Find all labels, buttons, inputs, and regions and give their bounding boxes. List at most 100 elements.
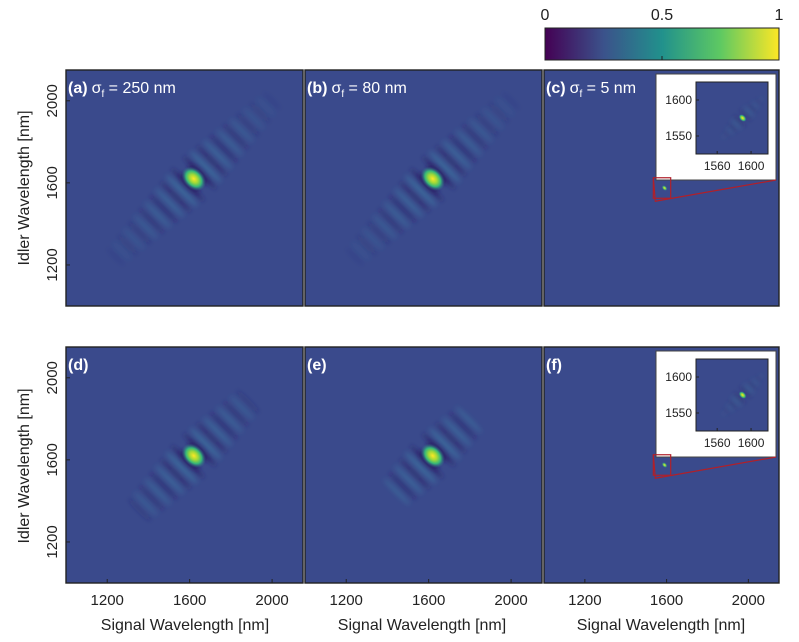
fringe-stripe xyxy=(740,109,752,121)
x-tick-label: 1200 xyxy=(91,592,124,609)
fringe-stripe xyxy=(462,124,488,150)
interference-fringes xyxy=(345,91,520,266)
fringe-stripe xyxy=(144,478,171,506)
fringe-stripe xyxy=(236,113,260,137)
fringe-stripe xyxy=(263,91,281,110)
fringe-stripe xyxy=(106,248,125,266)
fringe-stripe xyxy=(733,115,746,127)
fringe-stripe xyxy=(351,241,371,261)
fringe-stripe xyxy=(209,134,238,163)
fringe-stripe xyxy=(361,228,384,250)
inset-x-tick-label: 1600 xyxy=(738,159,765,173)
inset-x-tick-label: 1560 xyxy=(704,159,731,173)
fringe-stripe xyxy=(731,396,742,407)
fringe-stripe xyxy=(383,478,410,506)
interference-fringes xyxy=(128,390,260,522)
fringe-stripe xyxy=(755,99,762,106)
fringe-stripe xyxy=(122,228,145,250)
fringe-stripe xyxy=(743,383,754,394)
fringe-stripe xyxy=(216,129,244,156)
fringe-stripe xyxy=(149,194,178,223)
fringe-stripe xyxy=(743,106,754,117)
fringe-stripe xyxy=(196,145,227,176)
zoom-region-box xyxy=(652,177,672,199)
inset-x-tick-label: 1600 xyxy=(738,436,765,450)
inset-fringes xyxy=(721,373,765,417)
fringe-stripe xyxy=(482,107,504,130)
panel-label: (f) xyxy=(546,357,562,374)
colorbar: 0 0.5 1 xyxy=(541,7,784,61)
fringe-stripe xyxy=(455,129,483,156)
heatmap-background xyxy=(66,347,303,583)
fringe-stripe xyxy=(112,241,132,261)
fringe-stripe xyxy=(196,422,227,453)
y-tick-label: 2000 xyxy=(44,361,61,394)
fringe-stripe xyxy=(759,96,765,102)
fringe-stripe xyxy=(223,124,249,150)
peak-spot xyxy=(420,166,445,191)
inset-y-tick-label: 1550 xyxy=(665,406,692,420)
fringe-stripe xyxy=(203,417,233,447)
fringe-stripe xyxy=(236,390,260,414)
y-tick-label: 1200 xyxy=(44,525,61,558)
panel-a: (a) σf = 250 nm 1200 1600 2000 xyxy=(44,69,304,307)
fringe-stripe xyxy=(428,427,461,460)
y-tick-label: 1600 xyxy=(44,166,61,199)
peak-spot xyxy=(181,166,206,191)
fringe-stripe xyxy=(256,97,276,117)
fringe-stripe xyxy=(442,417,472,447)
panel-frame xyxy=(543,69,780,307)
inset-peak xyxy=(738,114,747,122)
fringe-stripe xyxy=(155,465,185,495)
x-tick-label: 1200 xyxy=(330,592,363,609)
fringe-stripe xyxy=(726,127,734,135)
fringe-stripe xyxy=(475,113,499,137)
correlation-peak xyxy=(661,462,668,468)
peak-spot xyxy=(661,185,668,191)
panel-frame xyxy=(304,346,543,584)
fringe-stripe xyxy=(733,392,746,404)
y-axis-label-bottom: Idler Wavelength [nm] xyxy=(16,388,33,543)
panel-d: (d) 1200 1600 2000 1200 1600 2000 xyxy=(44,346,304,609)
fringe-stripe xyxy=(388,471,417,500)
correlation-peak xyxy=(418,164,447,193)
fringe-stripe xyxy=(723,407,730,414)
fringe-stripe xyxy=(128,498,152,522)
x-tick-label: 1600 xyxy=(412,592,445,609)
x-tick-label: 1200 xyxy=(568,592,601,609)
x-tick-label: 2000 xyxy=(255,592,288,609)
panel-e: (e) 1200 1600 2000 xyxy=(304,346,543,609)
fringe-stripe xyxy=(728,123,738,132)
fringe-stripe xyxy=(165,174,198,207)
y-axis-label-top: Idler Wavelength [nm] xyxy=(16,110,33,265)
heatmap-background xyxy=(305,347,542,583)
peak-spot xyxy=(738,114,747,122)
panel-frame xyxy=(65,69,304,307)
fringe-stripe xyxy=(721,411,726,417)
fringe-stripe xyxy=(133,214,158,239)
fringe-stripe xyxy=(388,194,417,223)
fringe-stripe xyxy=(747,381,757,390)
fringe-stripe xyxy=(455,406,483,433)
fringe-stripe xyxy=(442,140,472,170)
heatmap-background xyxy=(305,70,542,306)
peak-spot xyxy=(738,391,747,399)
zoom-region-box xyxy=(652,454,672,476)
fringe-stripe xyxy=(128,221,152,245)
fringe-stripe xyxy=(383,201,410,229)
panel-frame xyxy=(65,346,304,584)
panel-c: (c) σf = 5 nm 1560 1600 1550 1600 xyxy=(543,69,780,307)
colorbar-tick-label: 1 xyxy=(775,7,784,24)
fringe-stripe xyxy=(155,188,185,218)
fringe-stripe xyxy=(448,134,477,163)
y-tick-label: 1600 xyxy=(44,443,61,476)
fringe-stripe xyxy=(394,188,424,218)
fringe-stripe xyxy=(404,451,437,484)
y-tick-label: 2000 xyxy=(44,84,61,117)
fringe-stripe xyxy=(488,102,510,123)
fringe-stripe xyxy=(378,208,404,234)
inset-y-tick-label: 1600 xyxy=(665,370,692,384)
fringe-stripe xyxy=(751,101,759,109)
fringe-stripe xyxy=(367,221,391,245)
